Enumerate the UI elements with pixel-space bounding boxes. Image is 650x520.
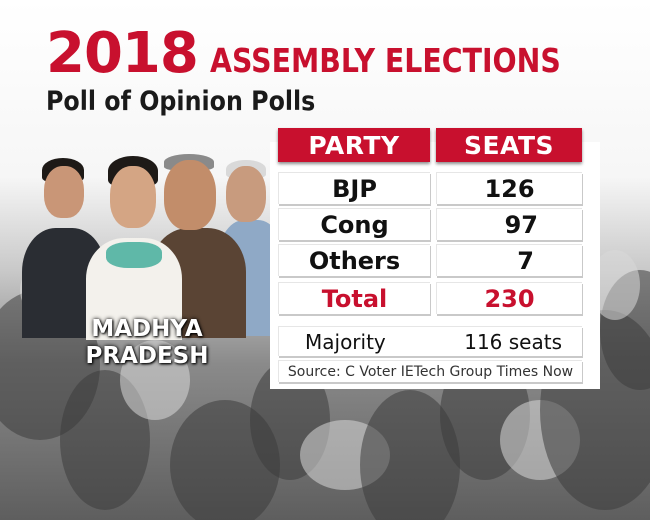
party-cell: BJP	[278, 172, 430, 204]
headline-title: ASSEMBLY ELECTIONS	[209, 41, 561, 80]
crowd-background	[0, 250, 650, 520]
source-line: Source: C Voter IETech Group Times Now	[278, 360, 582, 382]
seats-cell: 7	[436, 244, 582, 276]
seats-cell: 126	[436, 172, 582, 204]
total-seats: 230	[436, 282, 582, 314]
table-row: Cong 97	[278, 208, 582, 240]
leader-portraits	[20, 150, 290, 340]
total-row: Total 230	[278, 282, 582, 314]
party-cell: Others	[278, 244, 430, 276]
seats-cell: 97	[436, 208, 582, 240]
majority-value: 116 seats	[464, 329, 562, 354]
state-label-line1: MADHYA	[91, 316, 203, 342]
table-row: Others 7	[278, 244, 582, 276]
majority-label: Majority	[305, 329, 386, 354]
column-header-seats: SEATS	[436, 128, 582, 162]
headline-subtitle: Poll of Opinion Polls	[46, 86, 316, 117]
column-header-party: PARTY	[278, 128, 430, 162]
table-row: BJP 126	[278, 172, 582, 204]
seat-table: PARTY SEATS BJP 126 Cong 97 Others 7 Tot…	[270, 124, 600, 389]
total-label: Total	[278, 282, 430, 314]
headline: 2018 ASSEMBLY ELECTIONS	[46, 26, 618, 82]
state-label-line2: PRADESH	[85, 343, 209, 369]
state-label: MADHYA PRADESH	[52, 316, 242, 370]
party-cell: Cong	[278, 208, 430, 240]
majority-row: Majority 116 seats	[278, 326, 582, 356]
headline-year: 2018	[46, 21, 199, 86]
